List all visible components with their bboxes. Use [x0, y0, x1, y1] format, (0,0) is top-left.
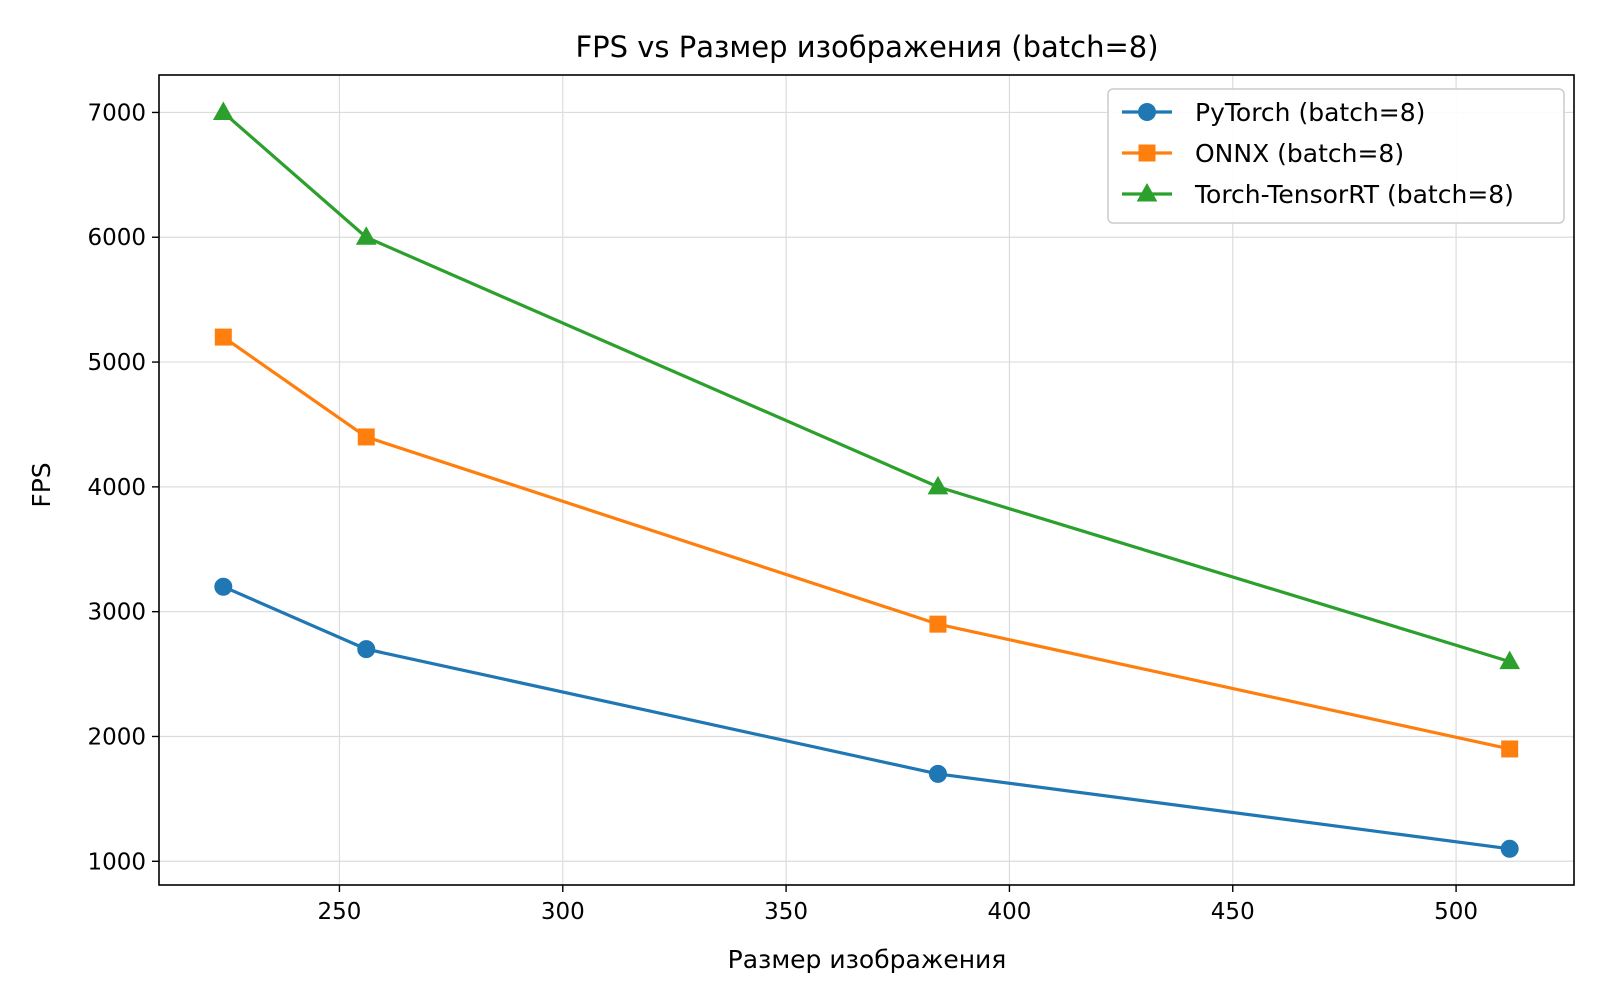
data-point [1500, 839, 1519, 858]
legend-label: Torch-TensorRT (batch=8) [1194, 180, 1514, 209]
data-point [214, 328, 232, 346]
x-axis: 250 300 350 400 450 500 [317, 885, 1478, 925]
plot-frame [158, 74, 1575, 886]
legend-marker [1136, 182, 1158, 202]
series-layer [212, 101, 1521, 858]
series-square [214, 328, 1519, 758]
data-point [357, 428, 375, 446]
data-point [927, 475, 949, 495]
y-tick-label: 7000 [87, 100, 146, 126]
x-tick-label: 400 [987, 899, 1031, 925]
x-tick-label: 500 [1434, 899, 1478, 925]
legend-label: ONNX (batch=8) [1195, 139, 1404, 168]
legend-marker [1138, 144, 1156, 162]
x-tick-label: 250 [317, 899, 361, 925]
series-line [221, 110, 1512, 664]
series-triangle [212, 101, 1521, 670]
data-point [928, 764, 947, 783]
y-axis: 1000 2000 3000 4000 5000 6000 7000 [87, 100, 159, 875]
series-line [221, 585, 1512, 851]
x-axis-label: Размер изображения [728, 945, 1007, 974]
y-tick-label: 1000 [87, 849, 146, 875]
legend-item: PyTorch (batch=8) [1122, 98, 1425, 127]
y-axis-label: FPS [27, 462, 56, 507]
x-tick-label: 300 [541, 899, 585, 925]
legend-box [1107, 88, 1565, 224]
data-point [929, 615, 947, 633]
data-point [1499, 650, 1521, 670]
legend-label: PyTorch (batch=8) [1195, 98, 1425, 127]
y-tick-label: 6000 [87, 225, 146, 251]
legend-item: ONNX (batch=8) [1122, 139, 1404, 168]
legend-marker [1138, 103, 1156, 121]
series-circle [214, 577, 1519, 858]
grid-lines [159, 75, 1574, 885]
chart-title: FPS vs Размер изображения (batch=8) [575, 30, 1158, 64]
data-point [212, 101, 234, 120]
data-point [357, 640, 376, 659]
x-tick-label: 350 [764, 899, 808, 925]
y-tick-label: 4000 [87, 475, 146, 501]
x-tick-label: 450 [1211, 899, 1255, 925]
y-tick-label: 3000 [87, 600, 146, 626]
data-point [355, 226, 377, 245]
legend: PyTorch (batch=8) ONNX (batch=8) Torch-Ten… [1107, 88, 1565, 224]
y-tick-label: 2000 [87, 724, 146, 750]
y-tick-label: 5000 [87, 350, 146, 376]
legend-item: Torch-TensorRT (batch=8) [1122, 180, 1514, 209]
data-point [214, 577, 233, 596]
series-line [221, 335, 1512, 751]
data-point [1501, 740, 1519, 758]
